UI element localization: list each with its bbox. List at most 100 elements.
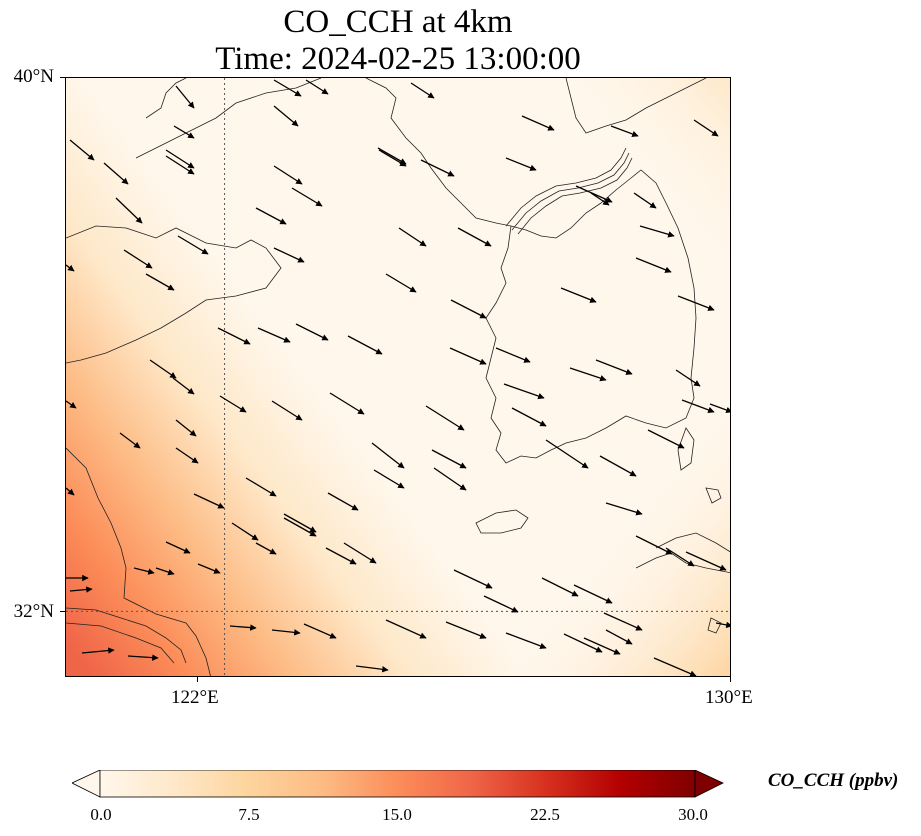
wind-arrow xyxy=(291,187,323,207)
wind-arrow xyxy=(245,477,277,497)
wind-arrow xyxy=(385,273,417,293)
wind-arrow xyxy=(709,403,730,414)
wind-arrow xyxy=(283,517,317,537)
wind-arrow xyxy=(563,633,603,653)
map-title: CO_CCH at 4km xyxy=(283,4,513,40)
wind-arrow xyxy=(305,79,329,95)
wind-arrow xyxy=(573,584,613,604)
colorbar-tick-4: 30.0 xyxy=(678,805,708,824)
wind-arrow xyxy=(521,115,555,131)
wind-arrow xyxy=(229,624,257,631)
wind-arrow xyxy=(273,247,305,263)
wind-arrow xyxy=(457,227,492,247)
wind-arrow xyxy=(145,273,175,291)
wind-arrow xyxy=(217,327,251,345)
wind-arrow xyxy=(420,159,455,177)
wind-arrow xyxy=(271,629,301,636)
wind-arrow xyxy=(81,647,115,654)
wind-arrow xyxy=(677,295,715,311)
wind-arrow xyxy=(193,493,225,509)
wind-arrow xyxy=(483,595,519,613)
wind-arrow xyxy=(635,257,672,273)
colorbar-tick-3: 22.5 xyxy=(530,805,560,824)
wind-arrow xyxy=(410,82,435,99)
wind-arrow xyxy=(347,335,383,355)
wind-arrow xyxy=(69,586,93,593)
wind-arrow xyxy=(165,149,195,169)
colorbar xyxy=(72,770,724,798)
lon-tick-label-122: 122°E xyxy=(171,687,219,708)
co-field-ne xyxy=(66,78,730,676)
lon-tick-label-130: 130°E xyxy=(705,687,753,708)
wind-arrow xyxy=(398,227,427,247)
wind-arrow xyxy=(173,125,195,139)
wind-arrow xyxy=(66,487,75,496)
wind-arrow xyxy=(172,377,195,395)
wind-arrow xyxy=(103,162,129,185)
colorbar-tick-1: 7.5 xyxy=(238,805,260,824)
wind-arrow xyxy=(273,105,299,127)
wind-arrow xyxy=(503,383,545,400)
map-canvas xyxy=(66,78,730,676)
wind-arrow xyxy=(66,400,77,409)
wind-arrow xyxy=(560,287,597,303)
wind-arrow xyxy=(685,551,727,571)
wind-arrow xyxy=(343,542,377,564)
wind-arrow xyxy=(590,192,610,206)
lat-tick-mark-32 xyxy=(60,611,65,612)
wind-arrow xyxy=(373,469,405,489)
wind-arrow xyxy=(165,155,195,175)
wind-arrow xyxy=(665,547,695,567)
wind-arrow xyxy=(715,621,730,629)
wind-arrow xyxy=(119,432,141,449)
wind-arrow xyxy=(115,197,143,224)
wind-arrow xyxy=(177,235,209,255)
wind-arrow xyxy=(445,621,487,639)
wind-arrow xyxy=(197,563,221,574)
wind-arrow xyxy=(599,455,637,477)
wind-arrow xyxy=(569,367,607,382)
wind-arrow xyxy=(541,577,579,597)
colorbar-tick-0: 0.0 xyxy=(90,805,112,824)
colorbar-title: CO_CCH (ppbv) xyxy=(768,770,899,791)
map-subtitle-time: Time: 2024-02-25 13:00:00 xyxy=(215,41,581,77)
wind-arrow xyxy=(133,567,155,575)
wind-arrow xyxy=(545,439,589,469)
wind-arrow xyxy=(175,419,197,437)
colorbar-tick-2: 15.0 xyxy=(382,805,412,824)
wind-arrow xyxy=(325,547,357,565)
wind-arrow xyxy=(681,399,715,413)
wind-arrow xyxy=(453,569,493,589)
gridlines xyxy=(66,78,730,676)
wind-arrow xyxy=(693,119,719,137)
colorbar-extend-max xyxy=(694,770,724,798)
wind-arrow xyxy=(433,467,467,491)
wind-vectors xyxy=(66,79,730,676)
wind-arrow xyxy=(505,632,547,649)
wind-arrow xyxy=(635,535,673,555)
map-panel xyxy=(65,77,731,677)
wind-arrow xyxy=(123,249,153,269)
wind-arrow xyxy=(271,400,303,421)
wind-arrow xyxy=(675,369,701,387)
wind-arrow xyxy=(425,405,465,431)
wind-arrow xyxy=(283,513,317,533)
wind-arrow xyxy=(329,392,365,415)
colorbar-extend-min xyxy=(72,770,101,798)
wind-arrow xyxy=(273,79,302,97)
wind-arrow xyxy=(511,407,547,427)
lat-tick-label-40: 40°N xyxy=(13,66,54,87)
wind-arrow xyxy=(295,323,329,341)
wind-arrow xyxy=(449,347,487,365)
wind-arrow xyxy=(385,619,427,639)
wind-arrow xyxy=(231,522,259,541)
wind-arrow xyxy=(653,657,697,676)
wind-arrow xyxy=(583,637,621,655)
wind-arrow xyxy=(647,429,685,449)
wind-arrow xyxy=(66,264,75,272)
lat-tick-mark-40 xyxy=(60,77,65,78)
wind-arrow xyxy=(450,299,487,319)
wind-arrow xyxy=(165,541,191,554)
lon-tick-mark-122 xyxy=(197,677,198,682)
wind-arrow xyxy=(431,449,467,469)
